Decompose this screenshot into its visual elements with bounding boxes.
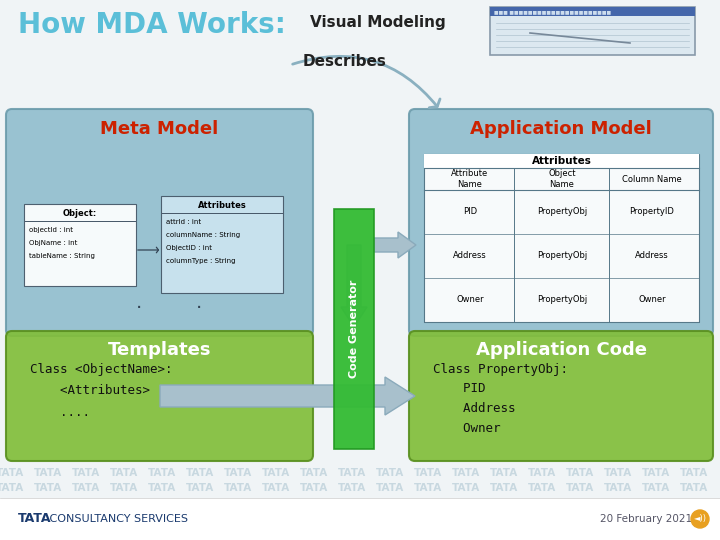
Text: TATA: TATA	[262, 483, 290, 493]
FancyBboxPatch shape	[334, 209, 374, 449]
Text: TATA: TATA	[110, 468, 138, 478]
FancyArrow shape	[160, 377, 415, 415]
Text: PID: PID	[463, 207, 477, 217]
Text: <Attributes>: <Attributes>	[30, 384, 150, 397]
Text: Meta Model: Meta Model	[100, 120, 219, 138]
Text: ObjName : int: ObjName : int	[29, 240, 77, 246]
Text: Class PropertyObj:: Class PropertyObj:	[433, 362, 568, 375]
Text: TATA: TATA	[452, 468, 480, 478]
FancyArrow shape	[374, 232, 416, 258]
Text: Object:: Object:	[63, 208, 97, 218]
Text: Owner: Owner	[456, 295, 484, 305]
Text: TATA: TATA	[490, 468, 518, 478]
Text: TATA: TATA	[566, 483, 594, 493]
Text: Code Generator: Code Generator	[349, 280, 359, 378]
FancyBboxPatch shape	[6, 331, 313, 461]
Text: TATA: TATA	[148, 468, 176, 478]
Text: TATA: TATA	[186, 468, 214, 478]
Text: TATA: TATA	[414, 483, 442, 493]
FancyBboxPatch shape	[409, 331, 713, 461]
Text: TATA: TATA	[0, 483, 24, 493]
Text: TATA: TATA	[376, 483, 404, 493]
Text: Attribute
Name: Attribute Name	[451, 170, 489, 188]
Text: Address: Address	[635, 252, 669, 260]
Text: Class <ObjectName>:: Class <ObjectName>:	[30, 362, 173, 375]
Text: TATA: TATA	[338, 483, 366, 493]
Text: ◄)): ◄))	[693, 515, 706, 523]
Text: TATA: TATA	[528, 468, 556, 478]
Text: TATA: TATA	[680, 483, 708, 493]
Text: 20 February 2021: 20 February 2021	[600, 514, 692, 524]
Text: Owner: Owner	[433, 422, 500, 435]
Text: Visual Modeling: Visual Modeling	[310, 15, 446, 30]
Text: TATA: TATA	[72, 483, 100, 493]
Text: objectId : int: objectId : int	[29, 227, 73, 233]
Text: columnName : String: columnName : String	[166, 232, 240, 238]
Text: Application Code: Application Code	[475, 341, 647, 359]
Text: TATA: TATA	[642, 468, 670, 478]
Text: How MDA Works:: How MDA Works:	[18, 11, 286, 39]
Bar	[424, 154, 699, 168]
Text: TATA: TATA	[34, 468, 62, 478]
Text: TATA: TATA	[604, 483, 632, 493]
Text: TATA: TATA	[110, 483, 138, 493]
FancyBboxPatch shape	[161, 196, 283, 293]
Text: Templates: Templates	[108, 341, 211, 359]
Text: PropertyObj: PropertyObj	[537, 295, 587, 305]
Bar	[490, 7, 695, 16]
Text: TATA: TATA	[0, 468, 24, 478]
Text: TATA: TATA	[376, 468, 404, 478]
Text: TATA: TATA	[262, 468, 290, 478]
Text: TATA: TATA	[452, 483, 480, 493]
Text: Owner: Owner	[638, 295, 666, 305]
Bar	[0, 498, 720, 540]
Text: ObjectID : int: ObjectID : int	[166, 245, 212, 251]
Text: Application Model: Application Model	[470, 120, 652, 138]
FancyBboxPatch shape	[409, 109, 713, 336]
FancyBboxPatch shape	[490, 7, 695, 55]
FancyBboxPatch shape	[24, 204, 136, 286]
Text: PropertyID: PropertyID	[629, 207, 675, 217]
Text: Column Name: Column Name	[622, 174, 682, 184]
Text: TATA: TATA	[186, 483, 214, 493]
Text: attrId : int: attrId : int	[166, 219, 201, 225]
Text: tableName : String: tableName : String	[29, 253, 95, 259]
Text: TATA: TATA	[34, 483, 62, 493]
Text: PropertyObj: PropertyObj	[537, 207, 587, 217]
Text: TATA: TATA	[148, 483, 176, 493]
Text: columnType : String: columnType : String	[166, 258, 235, 264]
Text: TATA: TATA	[300, 483, 328, 493]
Text: TATA: TATA	[224, 468, 252, 478]
Text: TATA: TATA	[414, 468, 442, 478]
Text: TATA: TATA	[528, 483, 556, 493]
Text: Describes: Describes	[303, 55, 387, 70]
Text: ■■■ ■■■■■■■■■■■■■■■■■■■■■■: ■■■ ■■■■■■■■■■■■■■■■■■■■■■	[494, 9, 611, 14]
Text: PID: PID	[433, 382, 485, 395]
Text: TATA: TATA	[18, 512, 52, 525]
Text: ·: ·	[136, 299, 143, 318]
Text: TATA: TATA	[566, 468, 594, 478]
Text: Attributes: Attributes	[197, 200, 246, 210]
FancyArrow shape	[341, 245, 367, 327]
Text: TATA: TATA	[72, 468, 100, 478]
Text: TATA: TATA	[490, 483, 518, 493]
Circle shape	[691, 510, 709, 528]
Text: TATA: TATA	[604, 468, 632, 478]
Text: TATA: TATA	[338, 468, 366, 478]
Bar	[424, 154, 699, 322]
Text: Address: Address	[453, 252, 487, 260]
Text: Object
Name: Object Name	[548, 170, 576, 188]
Text: Attributes: Attributes	[531, 156, 591, 166]
Text: TATA: TATA	[224, 483, 252, 493]
Text: Address: Address	[433, 402, 516, 415]
Text: ·: ·	[197, 299, 202, 318]
FancyBboxPatch shape	[6, 109, 313, 336]
Text: TATA: TATA	[680, 468, 708, 478]
Text: TATA: TATA	[300, 468, 328, 478]
Text: CONSULTANCY SERVICES: CONSULTANCY SERVICES	[46, 514, 188, 524]
Text: PropertyObj: PropertyObj	[537, 252, 587, 260]
Text: TATA: TATA	[642, 483, 670, 493]
Text: ....: ....	[30, 407, 90, 420]
